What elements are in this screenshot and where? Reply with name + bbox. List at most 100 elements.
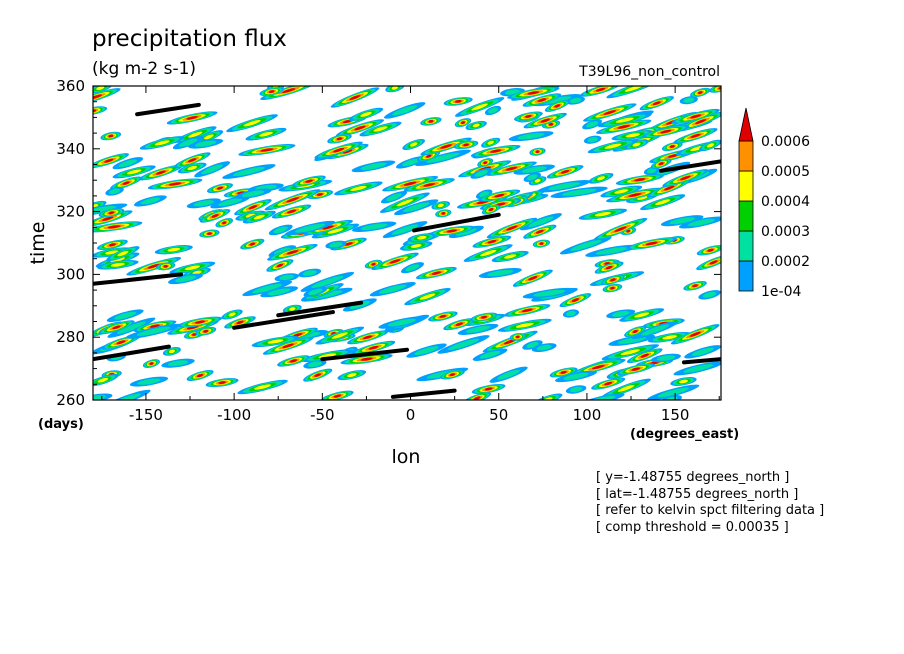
precip-cell xyxy=(334,181,383,196)
precip-contour xyxy=(163,264,168,268)
x-tick-label: 100 xyxy=(573,406,602,424)
precip-contour xyxy=(632,329,638,334)
precip-contour xyxy=(634,312,650,318)
precip-contour xyxy=(554,104,561,108)
precip-cell xyxy=(379,192,430,213)
precip-cell xyxy=(597,113,652,128)
precip-contour xyxy=(537,98,547,102)
precip-contour xyxy=(683,97,695,103)
colorbar-swatch xyxy=(738,170,754,202)
precip-cell xyxy=(177,162,207,174)
x-tick-label: -50 xyxy=(310,406,335,424)
precip-cell xyxy=(670,377,697,386)
precip-cell xyxy=(162,347,181,356)
precip-cell xyxy=(683,280,707,291)
precip-cell xyxy=(268,245,297,258)
precip-cell xyxy=(626,237,677,250)
precip-contour xyxy=(276,263,284,268)
precip-cell xyxy=(129,376,169,387)
precip-contour xyxy=(308,288,323,296)
precip-contour xyxy=(632,142,641,147)
precip-contour xyxy=(282,88,296,93)
colorbar-label: 0.0004 xyxy=(761,194,810,210)
precip-cell xyxy=(699,139,721,152)
annotation-source: [ refer to kelvin spct filtering data ] xyxy=(596,503,824,518)
precip-cell xyxy=(532,239,551,248)
precip-cell xyxy=(93,200,107,212)
precip-contour xyxy=(167,247,181,252)
precip-contour xyxy=(140,197,161,205)
precip-contour xyxy=(426,152,460,163)
precip-cell xyxy=(509,332,526,341)
kelvin-tracks xyxy=(93,102,721,399)
precip-contour xyxy=(569,97,582,104)
precip-cell xyxy=(223,188,259,198)
precip-contour xyxy=(535,229,544,234)
precip-cell xyxy=(100,131,122,141)
precip-contour xyxy=(506,225,518,231)
chart-title: precipitation flux xyxy=(92,26,287,52)
precip-contour xyxy=(566,310,576,317)
precip-cell xyxy=(210,195,250,209)
y-tick-label: 320 xyxy=(56,203,85,221)
precip-contour xyxy=(680,175,691,181)
precip-contour xyxy=(455,228,477,236)
precipitation-field xyxy=(93,86,721,400)
precip-cell xyxy=(234,188,272,199)
colorbar-label: 0.0005 xyxy=(761,164,810,180)
precip-contour xyxy=(525,114,532,118)
precip-cell xyxy=(98,208,125,218)
precip-contour xyxy=(664,185,675,191)
precip-contour xyxy=(617,336,646,344)
precip-contour xyxy=(360,162,387,170)
precip-cell xyxy=(234,199,272,216)
precip-cell xyxy=(611,130,655,141)
kelvin-track xyxy=(276,300,364,318)
precip-contour xyxy=(112,325,121,330)
precip-contour xyxy=(362,335,373,340)
precip-cell xyxy=(93,106,108,116)
precip-contour xyxy=(252,283,283,294)
precip-cell xyxy=(601,344,659,361)
precip-contour xyxy=(536,344,552,351)
precip-cell xyxy=(292,175,326,187)
precip-contour xyxy=(463,143,469,147)
precip-cell xyxy=(351,340,396,355)
precip-contour xyxy=(548,182,581,191)
precip-contour xyxy=(155,170,166,175)
precip-cell xyxy=(96,260,139,270)
precip-contour xyxy=(126,169,142,175)
precip-contour xyxy=(307,361,322,368)
precip-contour xyxy=(279,274,295,281)
precip-contour xyxy=(188,131,203,138)
precip-contour xyxy=(540,118,551,123)
precip-contour xyxy=(474,170,488,177)
precip-contour xyxy=(116,321,146,334)
precip-contour xyxy=(360,111,372,117)
precip-contour xyxy=(426,154,432,158)
precip-contour xyxy=(273,226,288,234)
precip-cell xyxy=(523,112,567,129)
precip-cell xyxy=(565,385,587,394)
precip-cell xyxy=(454,97,505,117)
precip-cell xyxy=(251,335,300,348)
precip-contour xyxy=(455,322,464,326)
precip-contour xyxy=(414,346,439,355)
precip-contour xyxy=(603,110,617,115)
precip-contour xyxy=(657,387,689,398)
precip-cell xyxy=(134,195,167,207)
precip-cell xyxy=(624,139,649,150)
precip-cell xyxy=(477,158,494,168)
precip-cell xyxy=(559,236,612,255)
precip-contour xyxy=(461,121,465,124)
precip-contour xyxy=(387,318,416,327)
experiment-label: T39L96_non_control xyxy=(578,64,720,80)
y-tick-label: 260 xyxy=(56,391,85,409)
precip-contour xyxy=(474,396,481,400)
precip-contour xyxy=(331,332,348,339)
precip-contour xyxy=(505,166,518,171)
precip-cell xyxy=(578,208,628,220)
precip-contour xyxy=(333,394,342,398)
precip-cell xyxy=(314,141,363,159)
precip-cell xyxy=(431,201,450,210)
